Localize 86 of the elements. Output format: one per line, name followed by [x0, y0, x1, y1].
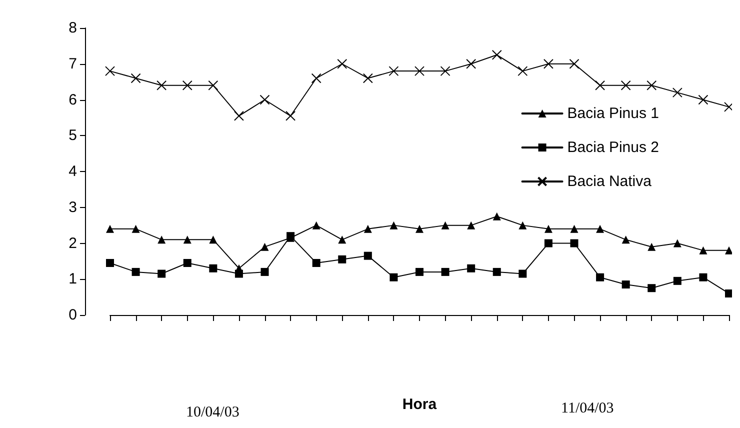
text: 10/04/03 — [186, 404, 240, 420]
y-tick-label: 0 — [68, 306, 77, 324]
point — [416, 268, 424, 276]
point — [518, 270, 527, 278]
point — [492, 212, 501, 220]
point — [208, 80, 218, 90]
point — [673, 239, 682, 248]
point — [543, 58, 554, 69]
y-tick-label: 1 — [68, 270, 77, 288]
y-tick-label: 6 — [68, 91, 77, 108]
point — [260, 242, 269, 251]
point — [260, 268, 269, 276]
point — [492, 50, 502, 60]
point — [105, 66, 115, 76]
point — [183, 236, 192, 244]
point — [337, 58, 348, 69]
point — [622, 280, 630, 289]
point — [183, 258, 192, 267]
point — [338, 255, 346, 264]
point — [364, 252, 372, 260]
point — [622, 236, 630, 244]
point — [312, 258, 320, 267]
point — [569, 58, 580, 69]
point — [672, 88, 682, 98]
point — [596, 273, 604, 282]
point — [544, 224, 552, 233]
point — [544, 239, 552, 248]
point — [595, 80, 606, 90]
y-tick-label: 4 — [68, 163, 77, 180]
point — [648, 284, 656, 292]
y-tick-label: 2 — [68, 234, 77, 252]
point — [362, 73, 373, 84]
point — [440, 66, 450, 76]
point — [286, 110, 296, 121]
point — [673, 276, 682, 285]
point — [699, 273, 708, 282]
y-tick-label: 8 — [68, 20, 77, 36]
point — [518, 221, 527, 230]
point — [518, 66, 528, 76]
point — [390, 221, 398, 230]
point — [570, 224, 578, 233]
point — [156, 80, 167, 90]
y-tick-label: 5 — [68, 127, 77, 144]
legend-label: Bacia Nativa — [567, 173, 652, 190]
legend-label: Bacia Pinus 2 — [567, 139, 660, 156]
point — [596, 224, 604, 233]
point — [338, 236, 346, 244]
point — [106, 258, 114, 267]
x-axis-title: Hora — [402, 396, 438, 413]
point — [106, 224, 114, 233]
point — [414, 66, 424, 76]
point — [388, 66, 399, 76]
point — [158, 270, 166, 278]
y-tick-label: 7 — [68, 55, 77, 72]
point — [132, 224, 140, 233]
point — [130, 73, 141, 84]
point — [466, 58, 476, 69]
point — [260, 94, 270, 105]
point — [648, 242, 656, 251]
point — [441, 221, 450, 230]
point — [620, 80, 631, 90]
point — [725, 289, 732, 298]
point — [646, 80, 657, 90]
point — [364, 224, 372, 233]
point — [441, 268, 450, 276]
legend-label: Bacia Pinus 1 — [567, 105, 660, 122]
point — [158, 236, 166, 244]
text: 11/04/03 — [561, 400, 614, 416]
point — [311, 73, 322, 84]
point — [416, 224, 424, 233]
point — [132, 268, 140, 276]
point — [234, 110, 244, 121]
point — [570, 239, 578, 248]
point — [725, 246, 732, 254]
point — [467, 264, 476, 272]
point — [390, 273, 398, 282]
point — [492, 268, 501, 276]
point — [182, 80, 192, 90]
y-tick-label: 3 — [68, 198, 77, 216]
point — [209, 236, 218, 244]
point — [467, 221, 476, 230]
point — [312, 221, 320, 230]
point — [234, 270, 243, 278]
point — [699, 246, 708, 254]
point — [209, 264, 218, 272]
point — [698, 94, 708, 105]
